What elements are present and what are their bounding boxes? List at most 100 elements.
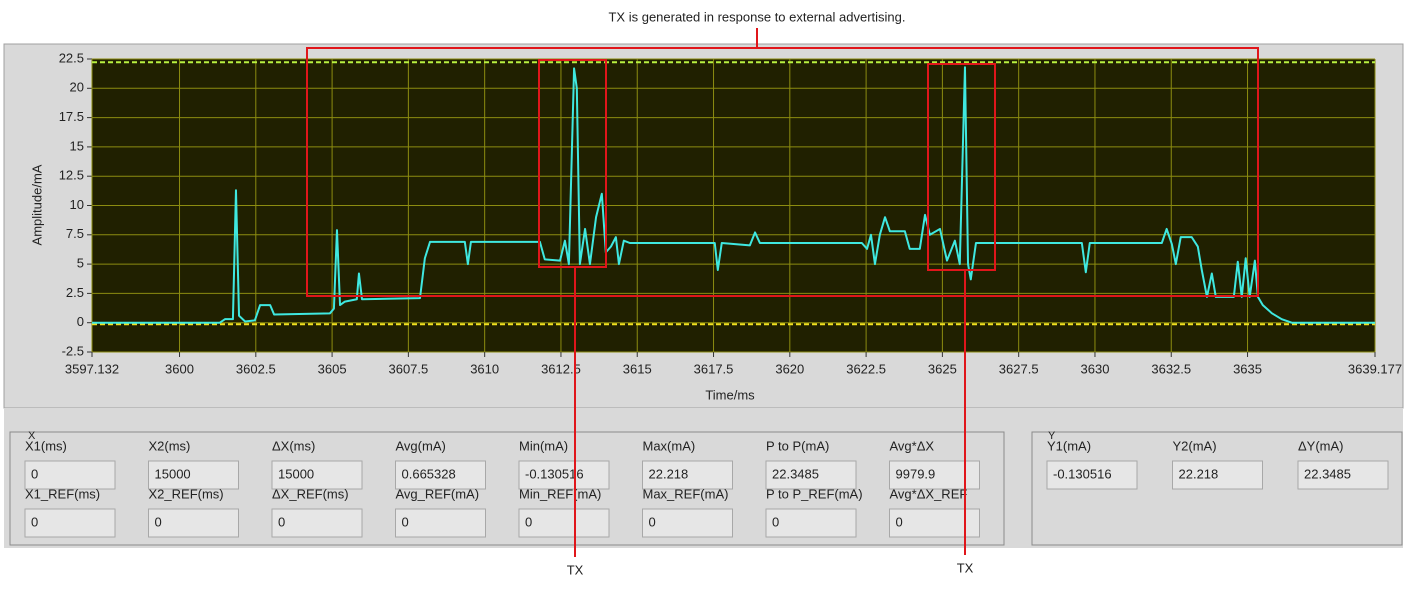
x-tick-label: 3597.132 bbox=[65, 361, 119, 376]
x-tick-label: 3622.5 bbox=[846, 361, 886, 376]
y-tick-label: -2.5 bbox=[62, 343, 84, 358]
field-label: X1(ms) bbox=[25, 438, 67, 453]
tx-box bbox=[538, 59, 607, 268]
field-value: 9979.9 bbox=[896, 466, 936, 481]
field-box bbox=[765, 508, 857, 538]
field-value: 22.218 bbox=[1179, 466, 1219, 481]
y-tick-label: 22.5 bbox=[59, 50, 84, 65]
y-tick-label: 15 bbox=[70, 138, 84, 153]
field-label: Y1(mA) bbox=[1047, 438, 1091, 453]
field-value: 0 bbox=[155, 514, 162, 529]
field-box bbox=[642, 508, 733, 538]
field-box bbox=[24, 460, 116, 490]
field-label: Avg_REF(mA) bbox=[396, 486, 480, 501]
field-value: 22.218 bbox=[649, 466, 689, 481]
field-label: P to P_REF(mA) bbox=[766, 486, 863, 501]
x-tick-label: 3615 bbox=[623, 361, 652, 376]
y-tick-label: 0 bbox=[77, 314, 84, 329]
field-label: ΔX_REF(ms) bbox=[272, 486, 349, 501]
field-box bbox=[395, 508, 486, 538]
x-tick-label: 3627.5 bbox=[999, 361, 1039, 376]
y-tick-label: 7.5 bbox=[66, 226, 84, 241]
field-value: 0.665328 bbox=[402, 466, 456, 481]
field-label: Y2(mA) bbox=[1173, 438, 1217, 453]
field-label: Max_REF(mA) bbox=[643, 486, 729, 501]
field-value: 0 bbox=[772, 514, 779, 529]
x-tick-label: 3625 bbox=[928, 361, 957, 376]
annotations bbox=[306, 28, 1259, 557]
field-value: -0.130516 bbox=[1053, 466, 1112, 481]
x-panel-title: X bbox=[28, 430, 36, 442]
y-tick-label: 2.5 bbox=[66, 285, 84, 300]
field-box bbox=[642, 460, 733, 490]
field-box bbox=[24, 508, 116, 538]
y-axis-label: Amplitude/mA bbox=[29, 164, 44, 245]
field-box bbox=[148, 460, 239, 490]
field-box bbox=[518, 508, 610, 538]
x-tick-label: 3607.5 bbox=[388, 361, 428, 376]
field-value: 0 bbox=[896, 514, 903, 529]
field-label: Avg(mA) bbox=[396, 438, 446, 453]
x-tick-label: 3632.5 bbox=[1151, 361, 1191, 376]
field-label: ΔY(mA) bbox=[1298, 438, 1344, 453]
field-value: 0 bbox=[31, 466, 38, 481]
field-value: 22.3485 bbox=[1304, 466, 1351, 481]
field-label: X2_REF(ms) bbox=[149, 486, 224, 501]
field-value: 0 bbox=[278, 514, 285, 529]
field-value: 15000 bbox=[278, 466, 314, 481]
field-box bbox=[395, 460, 486, 490]
y-panel-title: Y bbox=[1048, 430, 1056, 442]
field-value: 15000 bbox=[155, 466, 191, 481]
field-value: 22.3485 bbox=[772, 466, 819, 481]
y-tick-label: 10 bbox=[70, 197, 84, 212]
grid: 22.5 20 17.5 15 12.5 10 7.5 5 2.5 0 -2.5 3597.132 36… bbox=[59, 50, 1402, 376]
field-value: 0 bbox=[525, 514, 532, 529]
field-box bbox=[271, 508, 363, 538]
y-tick-label: 5 bbox=[77, 256, 84, 271]
x-tick-label: 3602.5 bbox=[236, 361, 276, 376]
tx-box bbox=[927, 63, 996, 271]
y-tick-label: 17.5 bbox=[59, 109, 84, 124]
field-box bbox=[765, 460, 857, 490]
x-tick-label: 3639.177 bbox=[1348, 361, 1402, 376]
field-label: Avg*ΔX_REF bbox=[890, 486, 968, 501]
x-axis-label: Time/ms bbox=[705, 387, 755, 402]
field-box bbox=[518, 460, 610, 490]
field-label: X2(ms) bbox=[149, 438, 191, 453]
y-panel-border bbox=[1031, 431, 1403, 546]
series-line bbox=[92, 66, 1375, 324]
x-tick-label: 3610 bbox=[470, 361, 499, 376]
field-label: Min_REF(mA) bbox=[519, 486, 601, 501]
field-label: ΔX(ms) bbox=[272, 438, 315, 453]
x-tick-label: 3630 bbox=[1081, 361, 1110, 376]
annotation: TX bbox=[567, 562, 584, 577]
field-value: -0.130516 bbox=[525, 466, 584, 481]
highlight-box bbox=[306, 47, 1259, 297]
x-tick-label: 3600 bbox=[165, 361, 194, 376]
field-label: Avg*ΔX bbox=[890, 438, 935, 453]
y-tick-label: 20 bbox=[70, 80, 84, 95]
field-label: Min(mA) bbox=[519, 438, 568, 453]
x-tick-label: 3605 bbox=[318, 361, 347, 376]
field-label: X1_REF(ms) bbox=[25, 486, 100, 501]
field-value: 0 bbox=[31, 514, 38, 529]
field-box bbox=[271, 460, 363, 490]
y-tick-label: 12.5 bbox=[59, 168, 84, 183]
annotation: TX bbox=[957, 560, 974, 575]
field-box bbox=[1297, 460, 1389, 490]
field-label: Max(mA) bbox=[643, 438, 696, 453]
x-panel-border bbox=[9, 431, 1005, 546]
x-tick-label: 3617.5 bbox=[694, 361, 734, 376]
annotation: TX is generated in response to external … bbox=[608, 9, 905, 24]
x-tick-label: 3620 bbox=[775, 361, 804, 376]
field-label: P to P(mA) bbox=[766, 438, 829, 453]
field-value: 0 bbox=[649, 514, 656, 529]
plot bbox=[92, 61, 1375, 326]
x-tick-label: 3635 bbox=[1233, 361, 1262, 376]
x-tick-label: 3612.5 bbox=[541, 361, 581, 376]
field-box bbox=[148, 508, 239, 538]
field-box bbox=[1172, 460, 1263, 490]
field-value: 0 bbox=[402, 514, 409, 529]
